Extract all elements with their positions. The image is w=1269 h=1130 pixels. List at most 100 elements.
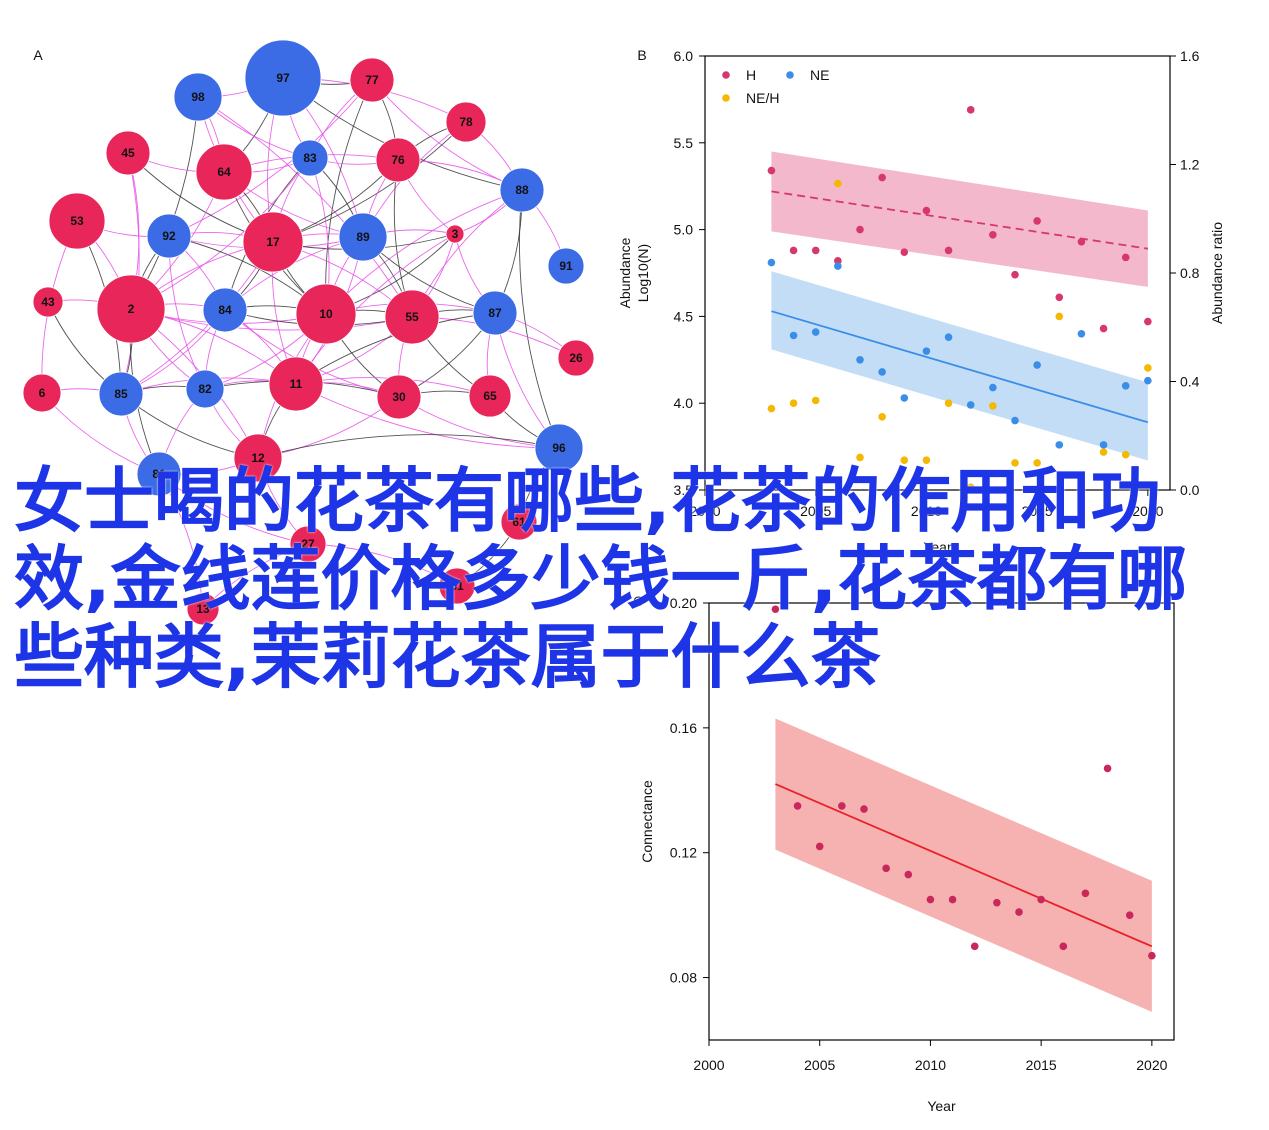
network-edge [168, 79, 373, 237]
network-node [534, 423, 584, 473]
data-point-c [970, 942, 979, 951]
trend-line-c [775, 783, 1153, 948]
network-node-label: 87 [488, 306, 502, 320]
network-node-label: 13 [196, 602, 210, 616]
network-node-label: 82 [198, 382, 212, 396]
data-point-ne-h [789, 399, 798, 408]
network-edge [168, 235, 206, 390]
y-right-tick-label: 1.2 [1180, 157, 1200, 173]
data-point-ne [1144, 376, 1152, 385]
x-tick-label: 2000 [693, 1057, 724, 1073]
network-node [242, 211, 304, 273]
network-node [186, 592, 220, 626]
data-point-ne-h [1121, 450, 1130, 459]
data-point-ne [1121, 382, 1130, 390]
network-node [295, 283, 357, 345]
y-axis-title-line1: Abundance [617, 237, 633, 308]
network-node-label: 45 [121, 146, 135, 160]
network-node [244, 39, 322, 117]
network-node-label: 78 [459, 115, 473, 129]
network-node [349, 57, 395, 103]
network-edge [257, 434, 560, 459]
y-tick-label: 0.16 [670, 720, 697, 736]
data-point-ne [900, 394, 909, 402]
x-tick-label: 2005 [804, 1057, 835, 1073]
network-node [48, 192, 106, 250]
data-point-h [944, 246, 953, 255]
x-tick-label: 2010 [915, 1057, 946, 1073]
x-tick-label: 2000 [689, 503, 720, 519]
network-node [338, 212, 388, 262]
data-point-ne-h [1077, 480, 1086, 489]
y-tick-label: 0.20 [670, 595, 697, 611]
data-point-c [948, 895, 957, 904]
network-node-label: 64 [217, 165, 231, 179]
network-node [202, 287, 248, 333]
network-node-label: 85 [114, 387, 128, 401]
network-node-label: 88 [515, 183, 529, 197]
x-axis-title-b: Year [923, 539, 952, 555]
legend-marker [722, 71, 730, 79]
data-point-c [1148, 951, 1156, 960]
data-point-c [815, 842, 824, 851]
data-point-h [922, 206, 931, 215]
data-point-c [1059, 942, 1068, 951]
network-node [96, 274, 166, 344]
legend-label: NE [810, 67, 829, 83]
data-point-c [993, 898, 1001, 907]
data-point-ne [1055, 441, 1064, 449]
network-node [445, 101, 487, 143]
network-node [375, 137, 421, 183]
y-tick-label: 5.5 [674, 135, 694, 151]
network-node-label: 83 [303, 151, 317, 165]
network-node [136, 451, 182, 497]
network-edge [120, 152, 140, 395]
legend-marker [722, 94, 730, 102]
data-point-ne [1099, 441, 1108, 449]
network-node [268, 356, 324, 412]
data-point-c [882, 864, 890, 873]
y-axis-title-c-text: Connectance [639, 780, 655, 863]
network-node-label: 30 [392, 390, 406, 404]
axes-frame-c [708, 602, 1175, 1041]
data-point-c [771, 605, 780, 614]
data-point-h [1099, 324, 1108, 333]
network-edge [295, 383, 560, 449]
data-point-c [1015, 908, 1023, 916]
network-edge [130, 308, 413, 331]
network-node-label: 51 [450, 579, 464, 593]
x-tick-label: 2010 [911, 503, 942, 519]
network-nodes: 97 77 98 78 45 64 83 76 88 53 92 17 89 3 91 43 2 84 10 55 87… [22, 39, 595, 626]
data-point-ne [966, 401, 975, 409]
network-node-label: 6 [39, 386, 46, 400]
network-node-label: 98 [191, 90, 205, 104]
data-point-ne-h [1144, 364, 1152, 372]
data-point-h [989, 231, 997, 239]
data-point-h [767, 166, 776, 175]
network-node-label: 3 [452, 227, 459, 241]
y-right-axis-title-b: Abundance ratio [1209, 222, 1225, 324]
data-point-c [904, 870, 913, 879]
panel-letter-a: A [33, 47, 43, 63]
network-node [146, 213, 192, 259]
network-node-label: 97 [276, 71, 290, 85]
data-point-c [1081, 889, 1090, 898]
network-node-label: 2 [128, 302, 135, 316]
network-node [105, 130, 151, 176]
data-point-h [811, 246, 820, 255]
network-node-label: 81 [152, 467, 166, 481]
data-point-h [966, 106, 975, 114]
network-edge [325, 79, 373, 315]
network-node-label: 65 [483, 389, 497, 403]
y-right-tick-label: 0.4 [1180, 374, 1200, 390]
network-node-label: 55 [405, 310, 419, 324]
data-point-ne [1033, 361, 1041, 369]
network-node [445, 224, 465, 244]
data-point-ne [1077, 329, 1086, 338]
data-point-ne [767, 258, 776, 267]
data-point-c [860, 805, 868, 813]
network-node [438, 567, 476, 605]
network-node [291, 139, 329, 177]
headline-text: 女士喝的花茶有哪些,花茶的作用和功效,金线莲价格多少钱一斤,花茶都有哪些种类,茉… [14, 460, 1188, 698]
y-tick-label: 3.5 [674, 482, 694, 498]
